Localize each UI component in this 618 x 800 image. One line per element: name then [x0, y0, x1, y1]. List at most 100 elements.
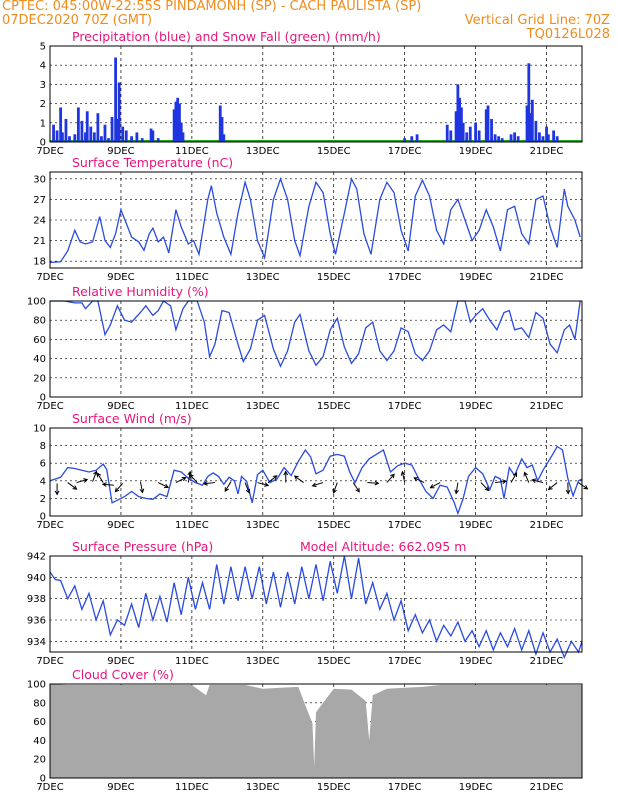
wind-arrow-head	[523, 471, 528, 477]
wind-ytick-label: 4	[40, 476, 46, 487]
cloud-ytick-label: 0	[40, 774, 46, 785]
wind-arrow	[257, 482, 269, 486]
wind-arrow-head	[429, 484, 435, 489]
wind-ytick-label: 0	[40, 512, 46, 523]
precip-bar	[497, 136, 501, 142]
wind-arrow-head	[400, 470, 406, 476]
cloud-frame	[49, 683, 583, 779]
temp-xtick-label: 21DEC	[530, 272, 564, 283]
wind-xtick-label: 11DEC	[175, 520, 209, 531]
precip-ytick-label: 0	[40, 138, 46, 149]
precip-bar	[179, 122, 183, 142]
precip-bar	[493, 134, 497, 142]
wind-xtick-label: 13DEC	[246, 520, 280, 531]
temp-xtick-label: 15DEC	[317, 272, 351, 283]
wind-arrow	[480, 482, 489, 491]
wind-arrow	[578, 482, 588, 490]
precip-bar	[181, 132, 185, 142]
precip-bar	[527, 63, 531, 142]
precip-bar	[115, 118, 119, 142]
wind-arrow	[294, 475, 304, 483]
pressure-xtick-label: 21DEC	[530, 656, 564, 667]
wind-arrow	[189, 474, 198, 483]
header-model-code: TQ0126L028	[526, 27, 610, 42]
precip-title: Precipitation (blue) and Snow Fall (gree…	[72, 29, 381, 44]
wind-arrow-head	[188, 473, 194, 479]
precip-xtick-label: 9DEC	[107, 146, 134, 157]
wind-arrow	[224, 481, 232, 492]
precip-bar	[96, 113, 100, 142]
wind-arrow-head	[96, 472, 102, 478]
wind-arrow-head	[547, 485, 553, 491]
wind-arrow-head	[83, 478, 89, 483]
wind-arrow	[96, 472, 104, 483]
pressure-series-line	[49, 555, 583, 659]
wind-arrow-head	[139, 488, 145, 494]
precip-bar	[222, 134, 226, 142]
precip-bar	[140, 138, 144, 142]
precip-frame	[49, 45, 583, 143]
wind-arrow-head	[72, 485, 78, 490]
precip-bar	[151, 130, 155, 142]
precip-bar	[220, 117, 224, 142]
wind-arrow-head	[332, 488, 337, 494]
wind-arrow-head	[565, 489, 571, 495]
precip-bar	[509, 134, 513, 142]
rh-series-line	[50, 300, 581, 368]
rh-ytick-label: 100	[27, 297, 46, 308]
precip-bar	[178, 103, 181, 142]
precip-bar	[73, 134, 77, 142]
precip-bar	[68, 136, 71, 142]
wind-panel: 0 2 4 6 8 10 7DEC 9DEC 11DEC 13DEC 15DEC 17DEC 19DEC…	[33, 411, 589, 531]
wind-arrow-head	[390, 473, 395, 479]
wind-arrow-head	[454, 489, 459, 495]
wind-arrow-head	[311, 482, 317, 488]
precip-bar	[454, 111, 458, 142]
cloud-xtick-label: 11DEC	[175, 782, 209, 793]
precip-bar	[64, 118, 68, 142]
cloud-cover-area	[50, 684, 582, 778]
cloud-ytick-label: 60	[33, 717, 46, 728]
wind-arrow	[139, 481, 144, 493]
pressure-xtick-label: 19DEC	[459, 656, 493, 667]
precip-bar	[176, 97, 180, 142]
precip-bar	[410, 136, 414, 142]
wind-arrow-head	[164, 483, 169, 489]
wind-arrow-head	[93, 470, 98, 476]
wind-ytick-label: 2	[40, 494, 46, 505]
temp-xtick-label: 17DEC	[388, 272, 422, 283]
rh-title: Relative Humidity (%)	[72, 284, 209, 299]
precip-bar	[59, 107, 63, 142]
rh-xtick-label: 19DEC	[459, 401, 493, 412]
temp-xtick-label: 7DEC	[36, 272, 63, 283]
wind-arrow-head	[502, 479, 508, 484]
wind-arrow-head	[187, 470, 192, 476]
precip-bar	[449, 130, 453, 142]
wind-arrow	[532, 479, 544, 484]
precip-bar	[525, 105, 529, 142]
wind-arrow-head	[583, 485, 589, 490]
wind-arrow	[187, 471, 191, 483]
rh-xtick-label: 21DEC	[530, 401, 564, 412]
precip-bar	[545, 126, 548, 142]
wind-arrow	[267, 475, 278, 483]
wind-arrow	[175, 477, 186, 484]
cloud-ytick-label: 40	[33, 736, 46, 747]
precip-bar	[445, 124, 449, 142]
temp-series-line	[49, 176, 581, 264]
wind-arrow-head	[374, 480, 380, 486]
pressure-ytick-label: 940	[27, 573, 46, 584]
pressure-xtick-label: 11DEC	[175, 656, 209, 667]
precip-bar	[80, 120, 84, 142]
precip-bar	[529, 113, 532, 142]
precip-bar	[516, 136, 520, 142]
precip-bar	[474, 122, 477, 142]
precip-bar	[552, 130, 556, 142]
precip-bar	[172, 109, 176, 142]
precip-bar	[538, 132, 541, 142]
pressure-xtick-label: 17DEC	[388, 656, 422, 667]
precip-ytick-label: 4	[40, 61, 46, 72]
precip-bar	[89, 126, 93, 142]
precip-bar	[458, 97, 462, 142]
wind-arrow	[157, 482, 169, 488]
